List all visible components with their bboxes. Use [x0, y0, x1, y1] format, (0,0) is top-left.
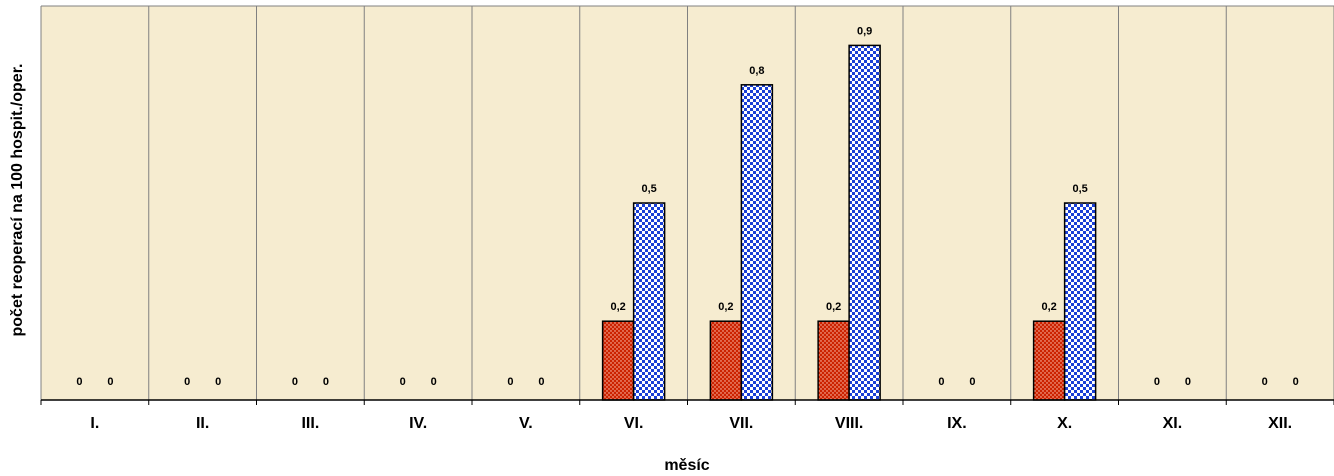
data-label: 0 [215, 376, 221, 388]
y-axis-title: počet reoperací na 100 hospit./oper. [9, 64, 26, 337]
data-label: 0 [1154, 376, 1160, 388]
x-tick-label: IX. [947, 415, 967, 432]
data-label: 0 [507, 376, 513, 388]
data-label: 0,2 [718, 301, 733, 313]
x-tick-label: VIII. [835, 415, 863, 432]
bar [632, 202, 666, 401]
gridlines [40, 5, 1334, 400]
bar [1032, 320, 1066, 401]
data-label: 0 [323, 376, 329, 388]
x-tick-label: I. [90, 415, 99, 432]
x-tick-label: X. [1057, 415, 1072, 432]
x-tick-label: XII. [1268, 415, 1292, 432]
x-axis-title: měsíc [664, 457, 709, 474]
bar [848, 44, 881, 401]
data-label: 0 [76, 376, 82, 388]
data-label: 0 [292, 376, 298, 388]
x-tick-label: V. [519, 415, 533, 432]
data-label: 0 [938, 376, 944, 388]
data-label: 0,9 [857, 25, 872, 37]
data-label: 0 [969, 376, 975, 388]
x-tick-labels: I. II. III. IV. V. VI. VII. VIII. IX. X. XI. XII. [90, 415, 1292, 432]
data-label: 0 [1185, 376, 1191, 388]
data-label: 0,2 [1041, 301, 1056, 313]
x-tick-label: VII. [729, 415, 753, 432]
x-tick-label: XI. [1163, 415, 1183, 432]
data-label: 0,5 [641, 183, 656, 195]
data-label: 0 [431, 376, 437, 388]
data-label: 0 [107, 376, 113, 388]
bar [709, 320, 743, 401]
data-label: 0,5 [1072, 183, 1087, 195]
data-label: 0 [538, 376, 544, 388]
x-tick-label: III. [301, 415, 319, 432]
x-tick-label: IV. [409, 415, 427, 432]
data-label: 0,2 [610, 301, 625, 313]
bar [601, 320, 635, 401]
data-label: 0,2 [826, 301, 841, 313]
data-label: 0 [1262, 376, 1268, 388]
data-label: 0 [1293, 376, 1299, 388]
x-tick-label: II. [196, 415, 209, 432]
bars [601, 44, 1097, 401]
bar [817, 320, 850, 401]
x-axis [40, 399, 1334, 405]
data-label: 0 [184, 376, 190, 388]
data-label: 0,8 [749, 65, 764, 77]
bar [1063, 202, 1097, 401]
data-label: 0 [400, 376, 406, 388]
x-tick-label: VI. [624, 415, 644, 432]
data-labels: 0 0 0 0 0 0 0 0 0 0 0,2 0,5 0,2 0,8 0,2 0,9 0 0 0,2 0,5 0 0 0 0 [76, 25, 1298, 388]
bar [740, 84, 774, 401]
